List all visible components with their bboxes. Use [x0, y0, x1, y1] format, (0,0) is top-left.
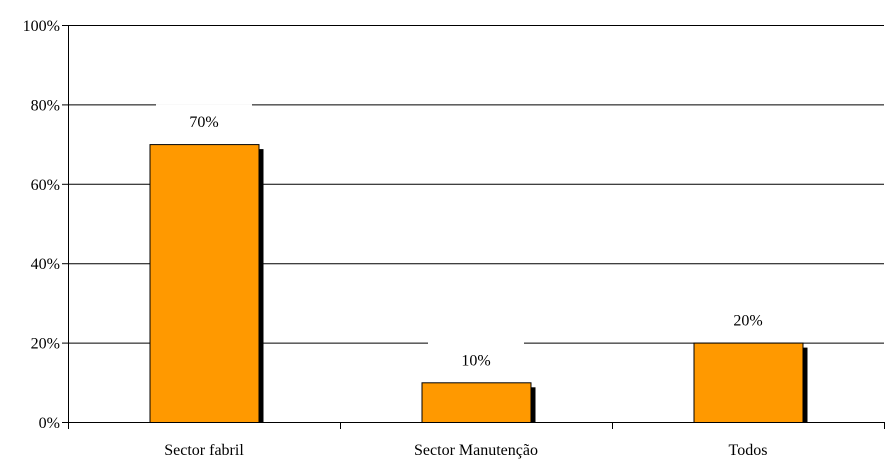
labels: 0% 20% 40% 60% 80% 100% 70% Sector fabril 10% Sec…: [23, 18, 768, 459]
x-category-label: Todos: [729, 442, 768, 459]
y-tick-label: 40%: [31, 256, 60, 273]
data-label-background: [428, 342, 524, 373]
data-label-background: [156, 104, 252, 135]
bar: [421, 382, 532, 423]
y-tick-label: 20%: [31, 336, 60, 353]
data-label-background: [700, 302, 796, 333]
data-label: 70%: [189, 114, 218, 131]
y-tick-label: 100%: [23, 18, 60, 35]
y-tick-label: 60%: [31, 177, 60, 194]
x-category-label: Sector Manutenção: [414, 442, 538, 459]
bar: [693, 342, 804, 424]
x-category-label: Sector fabril: [164, 442, 244, 459]
data-label: 20%: [733, 313, 762, 330]
data-label: 10%: [461, 352, 490, 369]
bar: [149, 144, 260, 423]
bars: [149, 104, 808, 424]
y-tick-label: 80%: [31, 97, 60, 114]
y-tick-label: 0%: [39, 415, 60, 432]
